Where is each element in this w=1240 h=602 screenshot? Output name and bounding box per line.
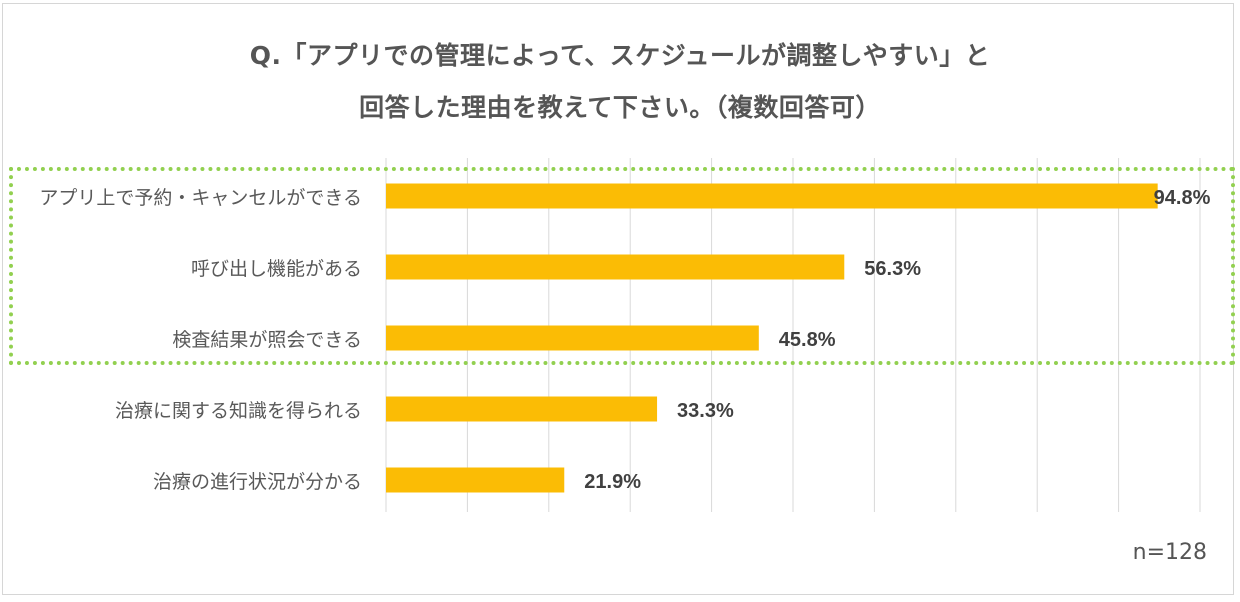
value-label: 94.8% (1154, 187, 1211, 209)
chart-frame (2, 3, 1234, 595)
highlight-box (9, 167, 1235, 365)
category-label: アプリ上で予約・キャンセルができる (39, 187, 362, 209)
bar (386, 254, 845, 280)
category-label: 治療に関する知識を得られる (115, 400, 362, 422)
bar (386, 396, 658, 422)
value-label: 33.3% (677, 400, 734, 422)
value-label: 45.8% (779, 329, 836, 351)
chart-title-line2: 回答した理由を教えて下さい。（複数回答可） (359, 93, 881, 122)
category-label: 治療の進行状況が分かる (153, 471, 362, 493)
chart-title-line1: Q.「アプリでの管理によって、スケジュールが調整しやすい」と (249, 41, 991, 70)
bar (386, 325, 759, 351)
value-label: 21.9% (584, 471, 641, 493)
bar (386, 183, 1158, 209)
value-label: 56.3% (864, 258, 921, 280)
bar (386, 467, 565, 493)
category-label: 検査結果が照会できる (172, 329, 362, 351)
category-label: 呼び出し機能がある (191, 258, 362, 280)
sample-size-note: n=128 (1132, 540, 1207, 565)
